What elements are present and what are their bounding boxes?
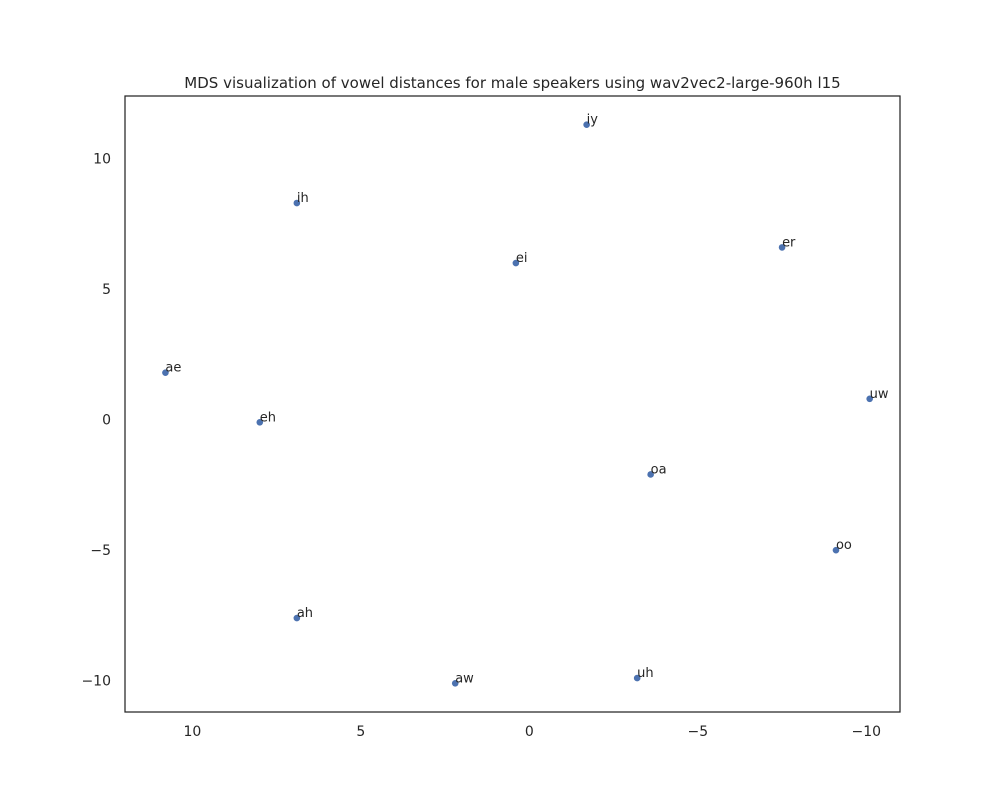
x-tick-label: 5 xyxy=(356,724,365,740)
point-label-oo: oo xyxy=(836,538,852,553)
scatter-point-ae xyxy=(162,369,169,376)
point-label-ae: ae xyxy=(165,361,181,376)
scatter-point-oo xyxy=(832,546,840,554)
point-label-ih: ih xyxy=(297,191,309,206)
y-tick-label: 10 xyxy=(93,152,111,168)
scatter-points: iy ih ei er ae uw eh oa oo ah uh aw xyxy=(162,113,889,687)
point-label-eh: eh xyxy=(260,410,276,425)
scatter-point-oa xyxy=(647,471,654,478)
point-label-ah: ah xyxy=(297,606,313,621)
axes-frame xyxy=(124,95,901,713)
x-tick-label: −10 xyxy=(852,724,882,740)
point-label-iy: iy xyxy=(587,113,599,128)
scatter-point-er xyxy=(778,244,786,251)
y-tick-label: −10 xyxy=(81,674,111,690)
point-label-uw: uw xyxy=(870,387,889,402)
scatter-point-iy xyxy=(583,121,590,129)
scatter-point-uh xyxy=(633,674,641,682)
point-label-uh: uh xyxy=(637,666,653,681)
scatter-point-uw xyxy=(866,395,873,403)
x-axis-ticks: 10 5 0 −5 −10 xyxy=(183,724,881,740)
y-tick-label: 0 xyxy=(102,413,111,429)
scatter-point-ei xyxy=(512,259,520,267)
x-tick-label: 0 xyxy=(525,724,534,740)
point-label-aw: aw xyxy=(455,671,474,686)
scatter-point-eh xyxy=(256,418,264,426)
scatter-point-ih xyxy=(293,199,301,207)
scatter-point-ah xyxy=(293,614,301,622)
point-label-ei: ei xyxy=(516,251,528,266)
point-label-er: er xyxy=(782,235,796,250)
point-label-oa: oa xyxy=(651,462,667,477)
scatter-point-aw xyxy=(451,679,459,687)
y-tick-label: 5 xyxy=(102,282,111,298)
x-tick-label: 10 xyxy=(183,724,201,740)
plot-frame xyxy=(124,95,901,713)
x-tick-label: −5 xyxy=(688,724,709,740)
y-axis-ticks: 10 5 0 −5 −10 xyxy=(81,152,111,690)
chart-title: MDS visualization of vowel distances for… xyxy=(184,74,840,92)
y-tick-label: −5 xyxy=(90,543,111,559)
